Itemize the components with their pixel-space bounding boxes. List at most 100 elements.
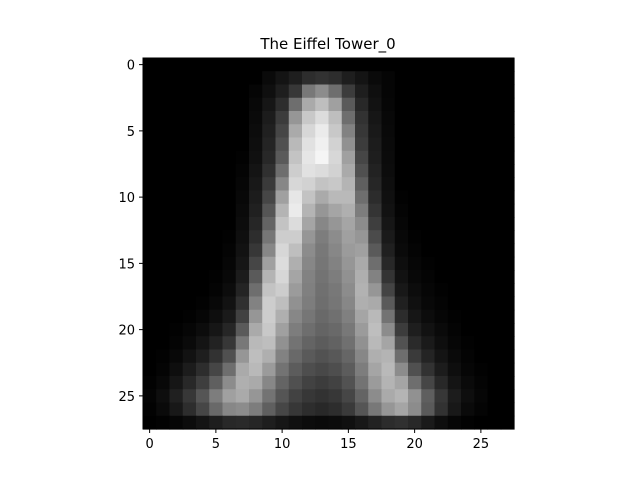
heatmap-cell [341,150,356,165]
heatmap-cell [408,389,422,404]
heatmap-cell [196,415,210,430]
heatmap-cell [182,336,197,351]
heatmap-cell [315,203,330,218]
heatmap-cell [288,336,303,351]
heatmap-cell [394,164,409,178]
heatmap-cell [328,296,343,311]
heatmap-cell [368,164,383,178]
heatmap-cell [249,283,263,298]
heatmap-cell [487,296,502,311]
heatmap-cell [394,190,409,205]
heatmap-cell [328,84,343,99]
heatmap-cell [262,376,277,390]
heatmap-cell [381,177,396,192]
heatmap-cell [156,270,171,284]
heatmap-cell [434,376,449,390]
heatmap-cell [381,309,396,324]
heatmap-cell [169,124,184,139]
heatmap-cell [143,97,157,112]
heatmap-cell [156,323,171,337]
heatmap-cell [302,203,316,218]
heatmap-cell [487,309,502,324]
heatmap-cell [182,296,197,311]
heatmap-cell [368,376,383,390]
heatmap-cell [381,217,396,231]
heatmap-cell [235,309,250,324]
heatmap-cell [275,84,290,99]
heatmap-cell [461,124,475,139]
heatmap-cell [209,415,224,430]
heatmap-cell [169,243,184,258]
heatmap-cell [169,84,184,99]
heatmap-cell [262,270,277,284]
heatmap-cell [487,402,502,417]
heatmap-cell [394,323,409,337]
heatmap-cell [461,58,475,72]
heatmap-cell [156,111,171,125]
heatmap-cell [355,376,369,390]
heatmap-cell [262,309,277,324]
heatmap-cell [209,349,224,364]
heatmap-cell [275,336,290,351]
heatmap-cell [474,58,489,72]
heatmap-cell [302,137,316,152]
heatmap-cell [235,203,250,218]
heatmap-cell [421,362,436,377]
heatmap-cell [315,336,330,351]
heatmap-cell [474,402,489,417]
heatmap-cell [315,415,330,430]
heatmap-cell [302,230,316,245]
heatmap-cell [487,256,502,271]
heatmap-cell [408,376,422,390]
heatmap-cell [500,309,515,324]
heatmap-cell [474,97,489,112]
heatmap-cell [249,150,263,165]
heatmap-cell [288,415,303,430]
heatmap-cell [249,111,263,125]
heatmap-cell [275,177,290,192]
heatmap-cell [394,243,409,258]
x-tick-label: 20 [406,437,423,452]
heatmap-cell [500,164,515,178]
heatmap-cell [461,111,475,125]
heatmap-cell [196,124,210,139]
heatmap-cell [461,230,475,245]
heatmap-cell [169,137,184,152]
heatmap-cell [169,270,184,284]
heatmap-cell [355,415,369,430]
heatmap-cell [500,84,515,99]
heatmap-cell [302,150,316,165]
heatmap-cell [487,177,502,192]
heatmap-cell [169,217,184,231]
heatmap-cell [474,389,489,404]
heatmap-cell [196,203,210,218]
heatmap-cell [302,256,316,271]
heatmap-cell [434,402,449,417]
heatmap-cell [222,97,237,112]
heatmap-cell [421,124,436,139]
heatmap-cell [196,177,210,192]
heatmap-cell [394,283,409,298]
heatmap-cell [421,203,436,218]
heatmap-cell [196,323,210,337]
heatmap-cell [209,137,224,152]
heatmap-cell [328,283,343,298]
heatmap-cell [355,402,369,417]
heatmap-cell [341,362,356,377]
heatmap-cell [461,97,475,112]
heatmap-cell [249,402,263,417]
heatmap-cell [235,256,250,271]
heatmap-cell [447,230,462,245]
heatmap-cell [408,217,422,231]
heatmap-cell [196,84,210,99]
heatmap-cell [381,362,396,377]
heatmap-cell [143,111,157,125]
heatmap-cell [341,376,356,390]
heatmap-cell [262,362,277,377]
heatmap-cell [328,230,343,245]
heatmap-cell [288,84,303,99]
heatmap-cell [408,256,422,271]
heatmap-cell [487,230,502,245]
heatmap-cell [182,243,197,258]
heatmap-cell [381,150,396,165]
